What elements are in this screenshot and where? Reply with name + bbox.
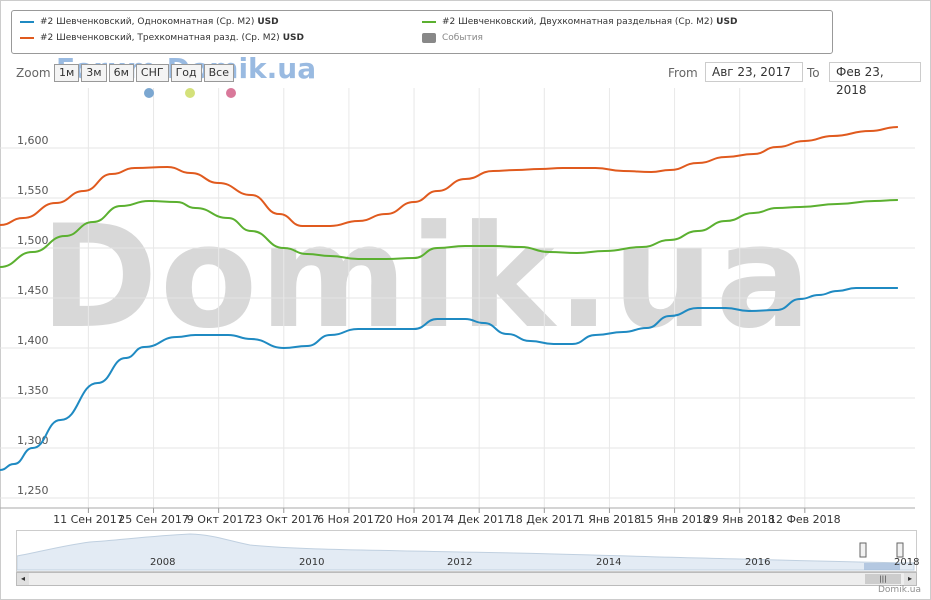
zoom-1m-button[interactable]: 1м xyxy=(54,64,80,82)
navigator-area xyxy=(16,533,915,571)
zoom-6m-button[interactable]: 6м xyxy=(108,64,134,82)
scroll-thumb[interactable]: ||| xyxy=(865,574,901,584)
series-line xyxy=(0,199,898,268)
x-tick-label: 20 Ноя 2017 xyxy=(379,513,450,526)
navigator-year-label: 2014 xyxy=(596,557,622,568)
y-tick-label: 1,500 xyxy=(17,234,49,247)
legend-item-one-room[interactable]: #2 Шевченковский, Однокомнатная (Ср. М2)… xyxy=(20,17,279,27)
credit-link[interactable]: Domik.ua xyxy=(878,585,921,595)
y-tick-label: 1,450 xyxy=(17,284,49,297)
legend-item-events[interactable]: События xyxy=(422,33,483,43)
range-to-input[interactable]: Фев 23, 2018 xyxy=(829,62,921,97)
event-markers xyxy=(144,88,267,98)
legend-line-icon xyxy=(20,21,34,23)
legend-item-two-room[interactable]: #2 Шевченковский, Двухкомнатная раздельн… xyxy=(422,17,737,27)
zoom-3m-button[interactable]: 3м xyxy=(81,64,107,82)
x-tick-label: 9 Окт 2017 xyxy=(187,513,251,526)
x-tick-label: 15 Янв 2018 xyxy=(639,513,709,526)
y-tick-label: 1,600 xyxy=(17,134,49,147)
event-marker-dot[interactable] xyxy=(144,88,154,98)
series-line xyxy=(0,287,898,471)
navigator-year-label: 2012 xyxy=(447,557,473,568)
zoom-year-button[interactable]: Год xyxy=(170,64,202,82)
navigator-handle-left xyxy=(859,542,867,558)
legend-box-icon xyxy=(422,33,436,43)
x-tick-label: 25 Сен 2017 xyxy=(118,513,189,526)
x-tick-label: 18 Дек 2017 xyxy=(509,513,580,526)
y-tick-label: 1,350 xyxy=(17,384,49,397)
legend-label: #2 Шевченковский, Двухкомнатная раздельн… xyxy=(442,17,714,27)
event-marker-dot[interactable] xyxy=(226,88,236,98)
legend-label: События xyxy=(442,33,483,43)
x-tick-label: 12 Фев 2018 xyxy=(769,513,841,526)
x-tick-label: 23 Окт 2017 xyxy=(248,513,319,526)
x-tick-label: 4 Дек 2017 xyxy=(447,513,511,526)
event-marker-dot[interactable] xyxy=(185,88,195,98)
range-from-label: From xyxy=(668,66,698,80)
navigator[interactable] xyxy=(16,530,917,572)
scroll-right-icon[interactable]: ▸ xyxy=(904,573,916,585)
x-tick-label: 6 Ноя 2017 xyxy=(317,513,381,526)
y-tick-label: 1,400 xyxy=(17,334,49,347)
x-tick-label: 1 Янв 2018 xyxy=(578,513,641,526)
navigator-year-label: 2008 xyxy=(150,557,176,568)
y-tick-label: 1,250 xyxy=(17,484,49,497)
legend-label: #2 Шевченковский, Трехкомнатная разд. (С… xyxy=(40,33,280,43)
zoom-label: Zoom xyxy=(16,66,51,80)
navigator-scrollbar[interactable]: ◂ ▸ ||| xyxy=(16,572,917,586)
zoom-all-button[interactable]: Все xyxy=(203,64,234,82)
navigator-year-label: 2016 xyxy=(745,557,771,568)
legend-line-icon xyxy=(20,37,34,39)
x-tick-label: 11 Сен 2017 xyxy=(53,513,124,526)
range-to-label: To xyxy=(807,66,820,80)
navigator-handle-right xyxy=(896,542,904,558)
y-tick-label: 1,550 xyxy=(17,184,49,197)
x-tick-label: 29 Янв 2018 xyxy=(705,513,775,526)
navigator-year-label: 2010 xyxy=(299,557,325,568)
legend-item-three-room[interactable]: #2 Шевченковский, Трехкомнатная разд. (С… xyxy=(20,33,304,43)
legend-unit: USD xyxy=(282,33,304,43)
range-from-input[interactable]: Авг 23, 2017 xyxy=(705,62,803,82)
domik-watermark: Domik.ua xyxy=(40,195,814,360)
navigator-selection xyxy=(864,563,900,570)
zoom-ytd-button[interactable]: СНГ xyxy=(135,64,169,82)
series-line xyxy=(0,126,898,227)
zoom-buttons: 1м 3м 6м СНГ Год Все xyxy=(54,64,236,82)
navigator-year-label: 2018 xyxy=(894,557,920,568)
scroll-left-icon[interactable]: ◂ xyxy=(17,573,29,585)
legend-unit: USD xyxy=(257,17,279,27)
legend-label: #2 Шевченковский, Однокомнатная (Ср. М2) xyxy=(40,17,255,27)
legend-line-icon xyxy=(422,21,436,23)
chart-legend: #2 Шевченковский, Однокомнатная (Ср. М2)… xyxy=(11,10,833,54)
legend-unit: USD xyxy=(716,17,738,27)
